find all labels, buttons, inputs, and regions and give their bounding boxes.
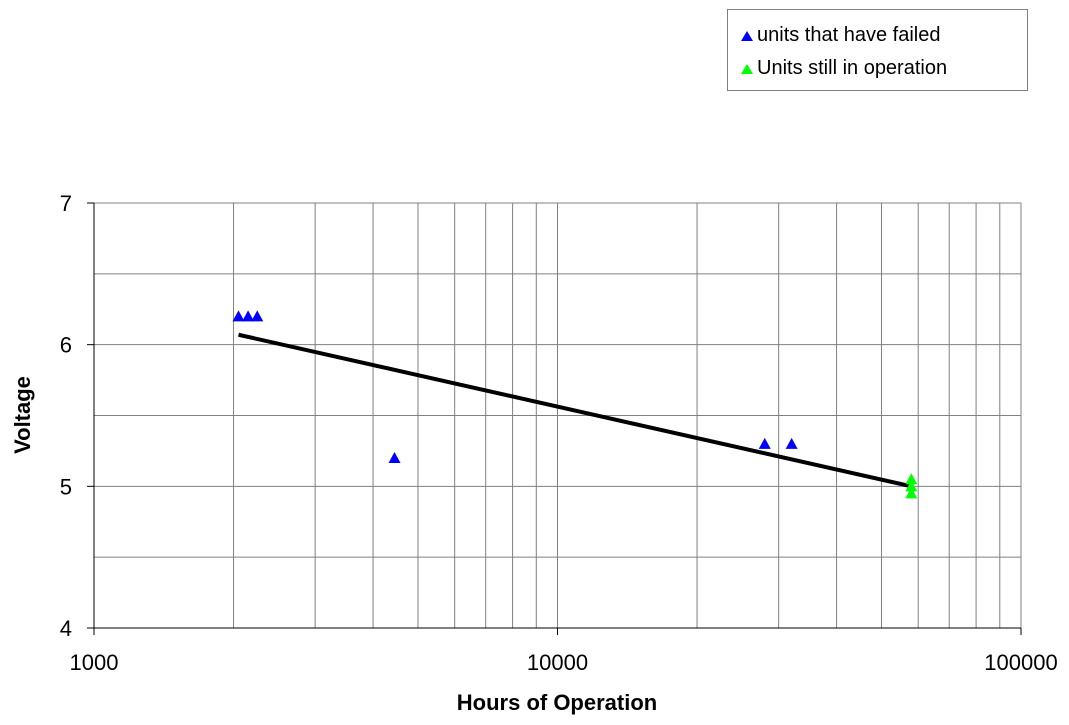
y-tick-label: 4	[60, 616, 72, 641]
x-tick-label: 100000	[984, 650, 1057, 675]
trendline	[238, 332, 912, 489]
legend-label-operating: Units still in operation	[757, 57, 948, 79]
failed-unit-point	[785, 437, 798, 449]
data-points	[232, 310, 918, 499]
failed-unit-point	[242, 310, 255, 322]
triangle-blue-icon	[741, 30, 753, 41]
y-tick-label: 6	[60, 333, 72, 358]
x-axis-title: Hours of Operation	[457, 690, 657, 715]
y-tick-label: 7	[60, 191, 72, 216]
y-tick-label: 5	[60, 474, 72, 499]
x-tick-label: 10000	[527, 650, 588, 675]
trendline-group	[238, 332, 912, 489]
y-axis-title: Voltage	[10, 376, 35, 454]
legend: units that have failed Units still in op…	[727, 9, 1028, 91]
failed-unit-point	[388, 452, 401, 463]
tick-labels: 4 5 6 7 1000 10000 100000	[60, 191, 1058, 675]
legend-item-failed: units that have failed	[740, 24, 940, 47]
legend-item-operating: Units still in operation	[740, 57, 947, 80]
operating-unit-point	[905, 487, 918, 499]
operating-unit-point	[905, 473, 918, 485]
operating-unit-point	[905, 480, 918, 492]
failed-unit-point	[232, 310, 245, 322]
failed-unit-point	[758, 437, 771, 449]
legend-label-failed: units that have failed	[757, 24, 941, 46]
x-tick-label: 1000	[70, 650, 119, 675]
triangle-green-icon	[741, 63, 753, 74]
grid-lines	[94, 203, 1021, 628]
failed-unit-point	[251, 310, 264, 322]
